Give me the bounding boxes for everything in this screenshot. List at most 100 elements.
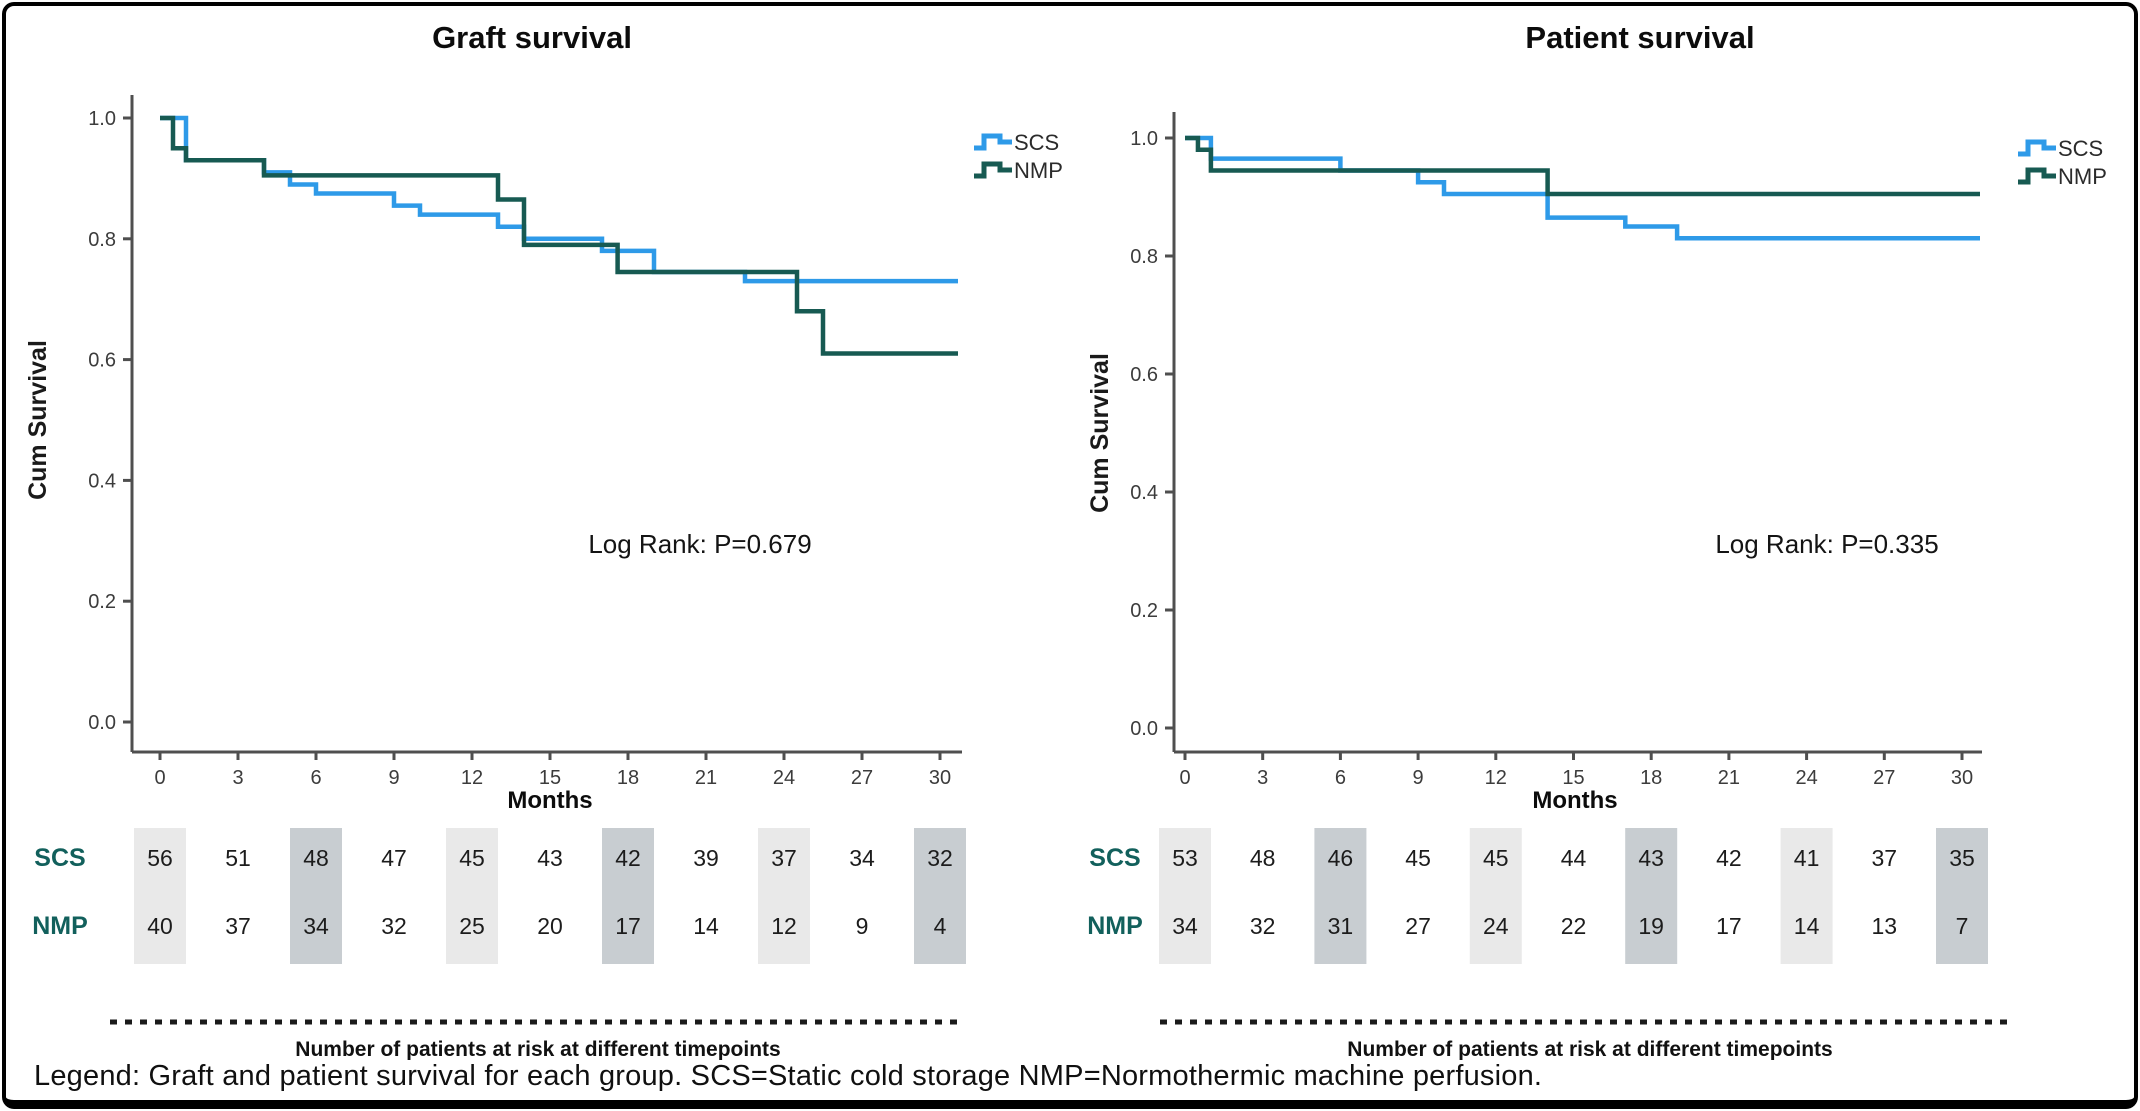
- scs-survival-curve: [1185, 135, 1980, 241]
- at-risk-value: 4: [934, 913, 947, 939]
- patient-y-axis-label: Cum Survival: [1086, 353, 1114, 513]
- at-risk-value: 51: [225, 845, 251, 871]
- at-risk-value: 19: [1638, 913, 1664, 939]
- y-tick-label: 0.8: [88, 229, 116, 251]
- x-tick-label: 15: [539, 767, 561, 789]
- y-tick-label: 0.4: [88, 470, 116, 492]
- x-tick-label: 6: [310, 767, 321, 789]
- graft-axes-layer: 1.0 0.8 0.6 0.4 0.2 0.0 0 3 6 9 12 15 18 21 24 27 30: [88, 95, 962, 789]
- at-risk-value: 32: [381, 913, 407, 939]
- at-risk-column-shade: [446, 828, 498, 964]
- x-tick-label: 30: [929, 767, 951, 789]
- x-tick-label: 15: [1562, 767, 1584, 789]
- at-risk-value: 42: [1716, 845, 1742, 871]
- at-risk-value: 20: [537, 913, 563, 939]
- at-risk-value: 45: [1405, 845, 1431, 871]
- at-risk-value: 39: [693, 845, 719, 871]
- graft-x-axis-label: Months: [507, 787, 592, 814]
- at-risk-value: 17: [615, 913, 641, 939]
- at-risk-column-shade: [1314, 828, 1367, 964]
- at-risk-value: 32: [927, 845, 953, 871]
- at-risk-value: 13: [1872, 913, 1898, 939]
- at-risk-row-label: SCS: [34, 844, 85, 872]
- x-tick-label: 6: [1335, 767, 1346, 789]
- at-risk-value: 25: [459, 913, 485, 939]
- at-risk-row-label: NMP: [1087, 912, 1143, 940]
- at-risk-caption: Number of patients at risk at different …: [1347, 1038, 1832, 1060]
- patient-legend-scs-label: SCS: [2058, 136, 2103, 161]
- at-risk-column-shade: [914, 828, 966, 964]
- x-tick-label: 0: [1179, 767, 1190, 789]
- nmp-legend-line-icon: [2018, 167, 2056, 185]
- at-risk-value: 53: [1172, 845, 1198, 871]
- graft-legend: SCS NMP: [974, 130, 1063, 183]
- graft-atrisk-layer: SCS 56 51 48 47 45 43 42 39 37 34 32 NMP 40 37 34 32 25 20…: [32, 828, 966, 1060]
- at-risk-value: 17: [1716, 913, 1742, 939]
- at-risk-value: 47: [381, 845, 407, 871]
- patient-curves-layer: [1185, 135, 1980, 241]
- patient-legend: SCS NMP: [2018, 136, 2107, 189]
- at-risk-value: 45: [459, 845, 485, 871]
- graft-survival-panel: Graft survival Cum Survival Months Log R…: [24, 20, 1063, 1060]
- x-tick-label: 12: [1485, 767, 1507, 789]
- at-risk-value: 44: [1561, 845, 1587, 871]
- at-risk-column-shade: [1159, 828, 1211, 964]
- at-risk-value: 31: [1328, 913, 1354, 939]
- at-risk-value: 14: [1794, 913, 1820, 939]
- nmp-survival-curve: [1185, 135, 1980, 197]
- graft-curves-layer: [160, 115, 958, 356]
- graft-y-axis-label: Cum Survival: [24, 340, 52, 500]
- x-tick-label: 24: [773, 767, 795, 789]
- at-risk-value: 48: [1250, 845, 1276, 871]
- at-risk-caption: Number of patients at risk at different …: [295, 1038, 780, 1060]
- at-risk-row-label: SCS: [1089, 844, 1140, 872]
- x-tick-label: 18: [617, 767, 639, 789]
- patient-x-axis-label: Months: [1532, 787, 1617, 814]
- at-risk-value: 48: [303, 845, 329, 871]
- x-tick-label: 9: [388, 767, 399, 789]
- x-tick-label: 3: [232, 767, 243, 789]
- x-tick-label: 12: [461, 767, 483, 789]
- at-risk-value: 43: [1638, 845, 1664, 871]
- patient-survival-panel: Patient survival Cum Survival Months Log…: [1086, 20, 2107, 1060]
- at-risk-value: 56: [147, 845, 173, 871]
- patient-legend-nmp-label: NMP: [2058, 164, 2107, 189]
- at-risk-value: 43: [537, 845, 563, 871]
- nmp-survival-curve: [160, 115, 958, 356]
- scs-survival-curve: [160, 115, 958, 284]
- x-tick-label: 24: [1795, 767, 1817, 789]
- at-risk-value: 46: [1328, 845, 1354, 871]
- x-tick-label: 21: [695, 767, 717, 789]
- at-risk-value: 24: [1483, 913, 1509, 939]
- x-tick-label: 27: [1873, 767, 1895, 789]
- figure-caption: Legend: Graft and patient survival for e…: [34, 1060, 1543, 1092]
- at-risk-column-shade: [602, 828, 654, 964]
- x-tick-label: 3: [1257, 767, 1268, 789]
- at-risk-value: 35: [1949, 845, 1975, 871]
- at-risk-value: 7: [1956, 913, 1969, 939]
- patient-atrisk-layer: SCS 53 48 46 45 45 44 43 42 41 37 35 NMP 34 32 31 27 24 22…: [1087, 828, 2010, 1060]
- at-risk-value: 37: [1872, 845, 1898, 871]
- at-risk-column-shade: [1936, 828, 1988, 964]
- at-risk-value: 42: [615, 845, 641, 871]
- at-risk-value: 37: [771, 845, 797, 871]
- x-tick-label: 18: [1640, 767, 1662, 789]
- patient-panel-title: Patient survival: [1525, 20, 1754, 55]
- at-risk-column-shade: [134, 828, 186, 964]
- y-tick-label: 0.0: [88, 712, 116, 734]
- at-risk-value: 27: [1405, 913, 1431, 939]
- y-tick-label: 0.2: [88, 591, 116, 613]
- at-risk-value: 22: [1561, 913, 1587, 939]
- graft-log-rank-text: Log Rank: P=0.679: [588, 529, 811, 559]
- at-risk-value: 14: [693, 913, 719, 939]
- y-tick-label: 0.2: [1130, 600, 1158, 622]
- at-risk-value: 12: [771, 913, 797, 939]
- at-risk-column-shade: [758, 828, 810, 964]
- x-tick-label: 27: [851, 767, 873, 789]
- x-tick-label: 9: [1413, 767, 1424, 789]
- x-tick-label: 30: [1951, 767, 1973, 789]
- at-risk-column-shade: [1625, 828, 1678, 964]
- nmp-legend-line-icon: [974, 161, 1012, 179]
- y-tick-label: 0.8: [1130, 246, 1158, 268]
